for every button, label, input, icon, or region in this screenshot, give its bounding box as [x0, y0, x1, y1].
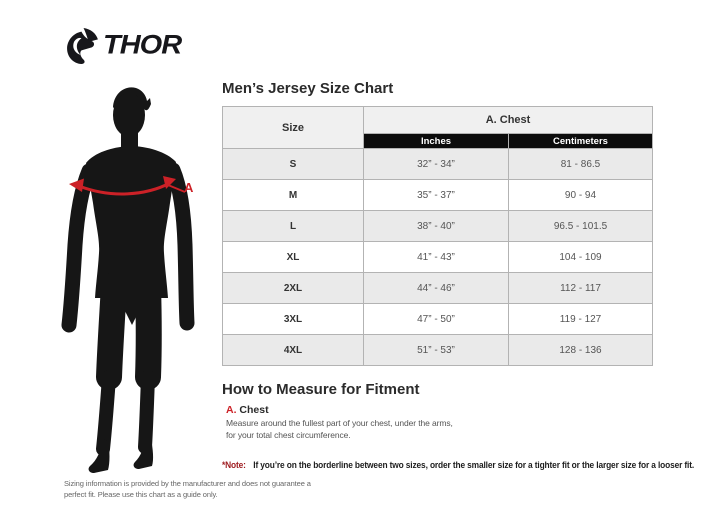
chest-arrow-label: A	[184, 180, 194, 195]
table-row-3xl: 3XL 47” - 50” 119 - 127	[222, 303, 653, 335]
table-row-4xl: 4XL 51” - 53” 128 - 136	[222, 334, 653, 366]
size-chart-table: Size A. Chest Inches Centimeters S 32” -…	[222, 106, 653, 366]
cm-cell: 112 - 117	[508, 272, 653, 304]
inches-cell: 47” - 50”	[363, 303, 509, 335]
size-cell: L	[222, 210, 364, 242]
measure-label-name: Chest	[236, 404, 269, 416]
page-title: Men’s Jersey Size Chart	[222, 80, 394, 97]
cm-cell: 96.5 - 101.5	[508, 210, 653, 242]
table-header-row: Size A. Chest	[222, 106, 653, 149]
size-cell: M	[222, 179, 364, 211]
cm-cell: 128 - 136	[508, 334, 653, 366]
inches-cell: 51” - 53”	[363, 334, 509, 366]
fit-note-text: If you’re on the borderline between two …	[253, 460, 695, 470]
column-header-size: Size	[222, 106, 364, 149]
sizing-disclaimer: Sizing information is provided by the ma…	[64, 479, 311, 500]
column-header-centimeters: Centimeters	[508, 133, 653, 149]
cm-cell: 104 - 109	[508, 241, 653, 273]
table-row-l: L 38” - 40” 96.5 - 101.5	[222, 210, 653, 242]
size-cell: XL	[222, 241, 364, 273]
size-cell: 3XL	[222, 303, 364, 335]
measure-label-letter: A.	[226, 404, 237, 416]
brand-logo-text: THOR	[103, 30, 182, 60]
table-row-xl: XL 41” - 43” 104 - 109	[222, 241, 653, 273]
column-header-chest: A. Chest	[363, 106, 653, 134]
male-silhouette-figure	[61, 87, 195, 473]
fit-note-prefix: *Note:	[222, 460, 246, 470]
table-row-2xl: 2XL 44” - 46” 112 - 117	[222, 272, 653, 304]
inches-cell: 38” - 40”	[363, 210, 509, 242]
cm-cell: 81 - 86.5	[508, 148, 653, 180]
inches-cell: 41” - 43”	[363, 241, 509, 273]
size-cell: 4XL	[222, 334, 364, 366]
table-row-m: M 35” - 37” 90 - 94	[222, 179, 653, 211]
size-cell: 2XL	[222, 272, 364, 304]
measure-label: A. Chest	[226, 404, 269, 416]
thor-helmet-logo-icon	[67, 28, 98, 64]
cm-cell: 90 - 94	[508, 179, 653, 211]
fit-note: *Note: If you’re on the borderline betwee…	[222, 460, 694, 470]
brand-logo: THOR	[64, 27, 182, 64]
cm-cell: 119 - 127	[508, 303, 653, 335]
chest-measure-arrow	[69, 176, 186, 196]
measure-description: Measure around the fullest part of your …	[226, 418, 453, 441]
measure-heading: How to Measure for Fitment	[222, 381, 420, 398]
table-row-s: S 32” - 34” 81 - 86.5	[222, 148, 653, 180]
inches-cell: 32” - 34”	[363, 148, 509, 180]
size-cell: S	[222, 148, 364, 180]
inches-cell: 35” - 37”	[363, 179, 509, 211]
column-header-inches: Inches	[363, 133, 509, 149]
inches-cell: 44” - 46”	[363, 272, 509, 304]
